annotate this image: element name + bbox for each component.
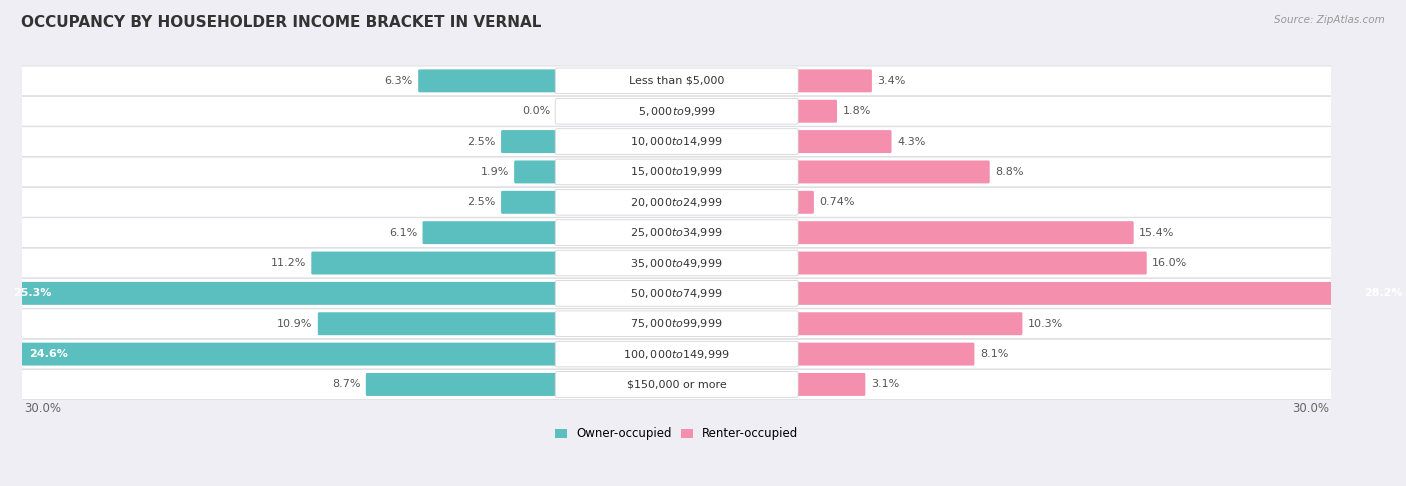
Text: $25,000 to $34,999: $25,000 to $34,999 xyxy=(630,226,723,239)
Text: 3.4%: 3.4% xyxy=(877,76,905,86)
FancyBboxPatch shape xyxy=(796,343,974,365)
FancyBboxPatch shape xyxy=(555,129,799,155)
FancyBboxPatch shape xyxy=(555,190,799,215)
FancyBboxPatch shape xyxy=(20,343,558,365)
FancyBboxPatch shape xyxy=(555,159,799,185)
Text: 24.6%: 24.6% xyxy=(28,349,67,359)
Text: OCCUPANCY BY HOUSEHOLDER INCOME BRACKET IN VERNAL: OCCUPANCY BY HOUSEHOLDER INCOME BRACKET … xyxy=(21,15,541,30)
FancyBboxPatch shape xyxy=(4,282,558,305)
Text: 6.3%: 6.3% xyxy=(384,76,413,86)
Text: $150,000 or more: $150,000 or more xyxy=(627,380,727,389)
Text: 0.0%: 0.0% xyxy=(522,106,550,116)
Text: 3.1%: 3.1% xyxy=(870,380,898,389)
Text: 15.4%: 15.4% xyxy=(1139,227,1174,238)
FancyBboxPatch shape xyxy=(555,68,799,94)
Text: 0.74%: 0.74% xyxy=(820,197,855,208)
Text: $15,000 to $19,999: $15,000 to $19,999 xyxy=(630,165,723,178)
Text: $10,000 to $14,999: $10,000 to $14,999 xyxy=(630,135,723,148)
FancyBboxPatch shape xyxy=(418,69,558,92)
Text: 10.9%: 10.9% xyxy=(277,319,312,329)
Text: Source: ZipAtlas.com: Source: ZipAtlas.com xyxy=(1274,15,1385,25)
Text: 30.0%: 30.0% xyxy=(1292,402,1329,415)
FancyBboxPatch shape xyxy=(555,372,799,397)
FancyBboxPatch shape xyxy=(796,191,814,214)
Text: 8.7%: 8.7% xyxy=(332,380,360,389)
FancyBboxPatch shape xyxy=(796,69,872,92)
FancyBboxPatch shape xyxy=(796,282,1406,305)
Text: 8.1%: 8.1% xyxy=(980,349,1008,359)
FancyBboxPatch shape xyxy=(515,160,558,183)
FancyBboxPatch shape xyxy=(21,218,1331,247)
FancyBboxPatch shape xyxy=(423,221,558,244)
Text: 11.2%: 11.2% xyxy=(270,258,307,268)
FancyBboxPatch shape xyxy=(796,100,837,122)
Text: $100,000 to $149,999: $100,000 to $149,999 xyxy=(623,347,730,361)
Text: $5,000 to $9,999: $5,000 to $9,999 xyxy=(637,104,716,118)
FancyBboxPatch shape xyxy=(796,221,1133,244)
FancyBboxPatch shape xyxy=(21,309,1331,339)
Legend: Owner-occupied, Renter-occupied: Owner-occupied, Renter-occupied xyxy=(550,422,803,445)
FancyBboxPatch shape xyxy=(21,157,1331,187)
FancyBboxPatch shape xyxy=(555,220,799,245)
FancyBboxPatch shape xyxy=(796,373,865,396)
FancyBboxPatch shape xyxy=(21,370,1331,399)
FancyBboxPatch shape xyxy=(501,191,558,214)
Text: 1.8%: 1.8% xyxy=(842,106,870,116)
FancyBboxPatch shape xyxy=(21,188,1331,217)
FancyBboxPatch shape xyxy=(366,373,558,396)
FancyBboxPatch shape xyxy=(311,252,558,275)
FancyBboxPatch shape xyxy=(796,312,1022,335)
FancyBboxPatch shape xyxy=(555,250,799,276)
FancyBboxPatch shape xyxy=(555,311,799,336)
Text: 25.3%: 25.3% xyxy=(14,288,52,298)
Text: 16.0%: 16.0% xyxy=(1152,258,1188,268)
FancyBboxPatch shape xyxy=(555,280,799,306)
Text: 2.5%: 2.5% xyxy=(467,137,496,147)
Text: $35,000 to $49,999: $35,000 to $49,999 xyxy=(630,257,723,270)
FancyBboxPatch shape xyxy=(555,341,799,367)
Text: 28.2%: 28.2% xyxy=(1364,288,1403,298)
FancyBboxPatch shape xyxy=(318,312,558,335)
FancyBboxPatch shape xyxy=(501,130,558,153)
Text: $50,000 to $74,999: $50,000 to $74,999 xyxy=(630,287,723,300)
FancyBboxPatch shape xyxy=(21,127,1331,156)
FancyBboxPatch shape xyxy=(796,252,1147,275)
FancyBboxPatch shape xyxy=(21,248,1331,278)
Text: Less than $5,000: Less than $5,000 xyxy=(628,76,724,86)
Text: 8.8%: 8.8% xyxy=(995,167,1024,177)
Text: 6.1%: 6.1% xyxy=(389,227,418,238)
FancyBboxPatch shape xyxy=(21,66,1331,96)
FancyBboxPatch shape xyxy=(21,278,1331,308)
FancyBboxPatch shape xyxy=(796,160,990,183)
FancyBboxPatch shape xyxy=(796,130,891,153)
Text: 4.3%: 4.3% xyxy=(897,137,925,147)
FancyBboxPatch shape xyxy=(21,96,1331,126)
Text: $75,000 to $99,999: $75,000 to $99,999 xyxy=(630,317,723,330)
Text: 2.5%: 2.5% xyxy=(467,197,496,208)
FancyBboxPatch shape xyxy=(555,98,799,124)
FancyBboxPatch shape xyxy=(21,339,1331,369)
Text: 30.0%: 30.0% xyxy=(24,402,62,415)
Text: $20,000 to $24,999: $20,000 to $24,999 xyxy=(630,196,723,209)
Text: 1.9%: 1.9% xyxy=(481,167,509,177)
Text: 10.3%: 10.3% xyxy=(1028,319,1063,329)
